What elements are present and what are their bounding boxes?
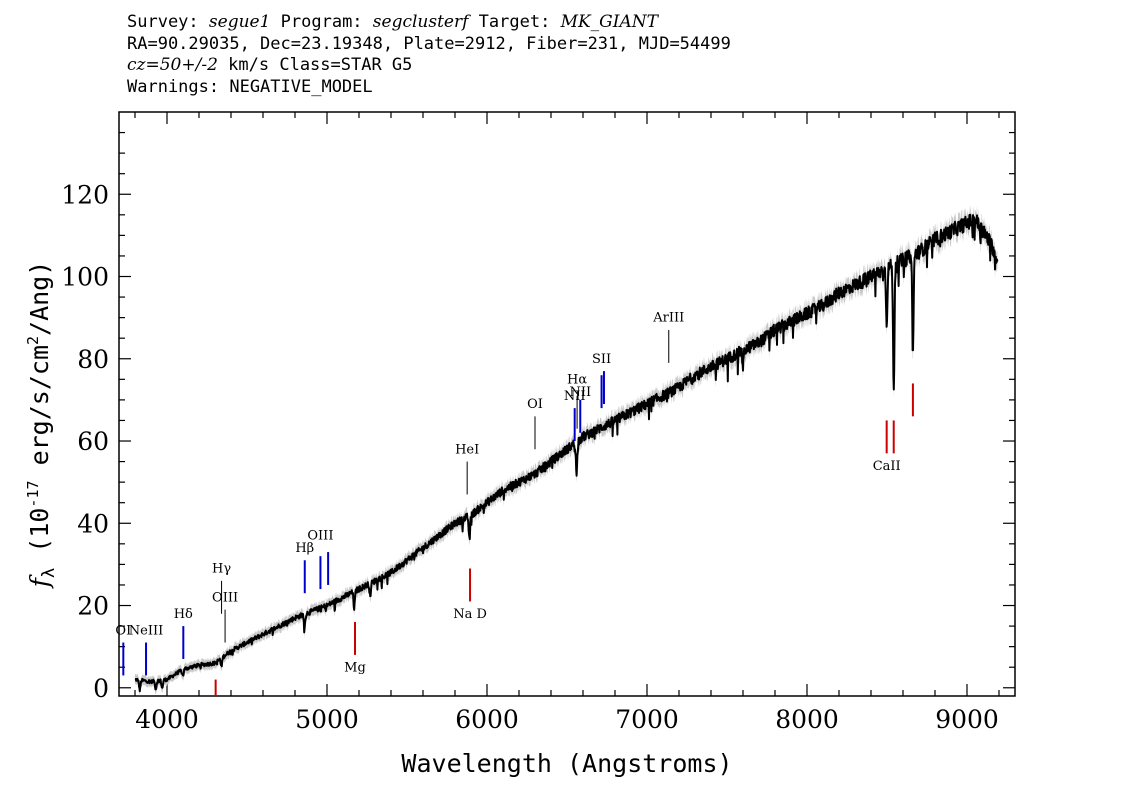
header-line-survey: Survey: segue1 Program: segclusterf Targ…: [127, 12, 1027, 34]
y-tick-label: 20: [77, 592, 109, 621]
survey-value: segue1: [208, 12, 271, 32]
plot-frame: [118, 111, 1016, 697]
x-tick-label: 6000: [455, 705, 519, 734]
line-marker-label: NII: [569, 385, 591, 400]
plot-border: [118, 111, 1016, 697]
line-marker-label: Mg: [344, 660, 366, 675]
survey-label: Survey:: [127, 12, 199, 32]
line-marker-label: Na D: [453, 607, 487, 622]
y-tick-label: 80: [77, 345, 109, 374]
line-marker-label: OI: [115, 623, 131, 638]
line-marker-label: Hα: [567, 372, 587, 387]
x-tick-label: 5000: [295, 705, 359, 734]
line-marker-label: Hδ: [174, 607, 193, 622]
header-line-warnings: Warnings: NEGATIVE_MODEL: [127, 76, 373, 97]
header-line-redshift: cz=50+/-2 km/s Class=STAR G5: [127, 55, 1027, 77]
y-tick-label: 120: [61, 180, 109, 209]
line-marker-label: ArIII: [652, 311, 684, 326]
line-markers: OINeIIIHδHγOIIIHβOIIIHeIOINIIHαNIISIIArI…: [115, 311, 914, 696]
cz-value: cz=50+/-2: [127, 55, 218, 75]
target-value: MK_GIANT: [560, 12, 658, 32]
x-tick-label: 9000: [935, 705, 999, 734]
line-marker-label: OI: [527, 397, 543, 412]
line-marker-label: NeIII: [129, 623, 163, 638]
y-tick-label: 40: [77, 509, 109, 538]
y-tick-label: 100: [61, 263, 109, 292]
x-tick-label: 7000: [615, 705, 679, 734]
program-label: Program:: [280, 12, 363, 32]
x-tick-label: 4000: [135, 705, 199, 734]
line-marker-label: Hβ: [295, 541, 314, 556]
header-line-coords: RA=90.29035, Dec=23.19348, Plate=2912, F…: [127, 33, 731, 54]
line-marker-label: OIII: [307, 529, 333, 544]
x-axis: 4000 5000 6000 7000 8000 9000: [134, 112, 1000, 734]
line-marker-label: Hγ: [212, 562, 231, 577]
y-tick-label: 60: [77, 427, 109, 456]
cz-unit: km/s: [228, 55, 270, 75]
target-label: Target:: [478, 12, 551, 32]
line-marker-label: CaII: [873, 459, 901, 474]
spectrum-line: [134, 213, 999, 693]
line-marker-label: HeI: [455, 442, 479, 457]
y-tick-label: 0: [93, 674, 109, 703]
spectrum-header: Survey: segue1 Program: segclusterf Targ…: [127, 12, 1027, 98]
x-axis-title: Wavelength (Angstroms): [401, 749, 732, 778]
line-marker-label: OIII: [212, 590, 238, 605]
y-axis-title: fλ (10-17 erg/s/cm2/Ang): [24, 261, 59, 590]
x-tick-label: 8000: [775, 705, 839, 734]
spectrum-series: [134, 213, 999, 693]
class-value: Class=STAR G5: [279, 55, 413, 75]
program-value: segclusterf: [372, 12, 469, 32]
line-marker-label: SII: [592, 352, 611, 367]
y-axis: 0 20 40 60 80 100 120: [61, 131, 1015, 703]
